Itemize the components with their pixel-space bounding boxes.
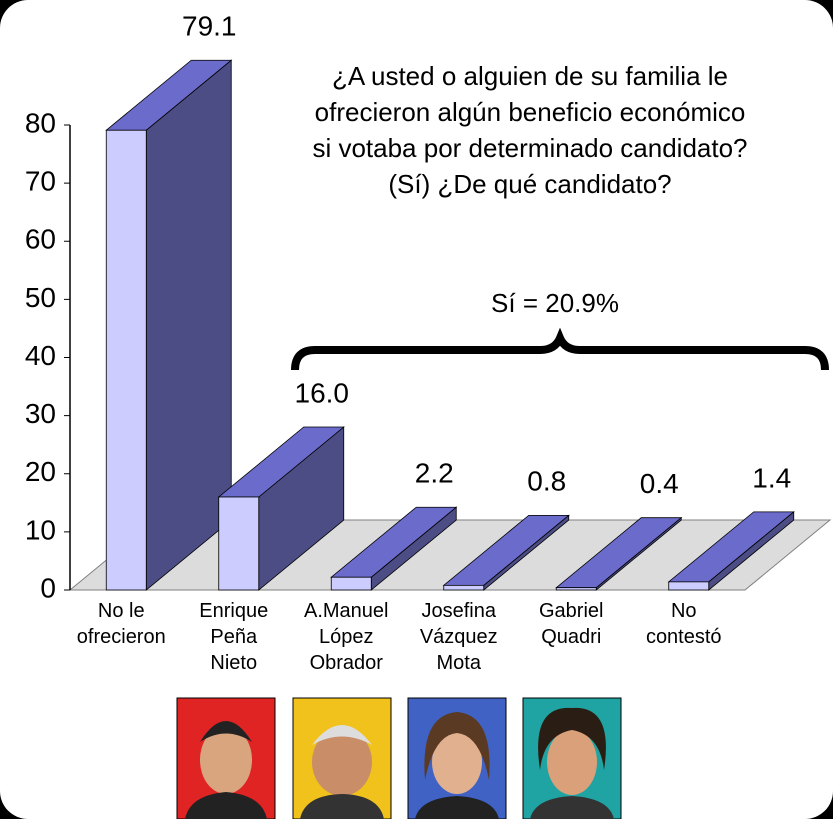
y-tick-label: 60 bbox=[25, 224, 56, 255]
value-label: 2.2 bbox=[415, 458, 454, 489]
value-label: 0.8 bbox=[527, 466, 566, 497]
bar-front bbox=[331, 577, 371, 590]
y-tick-label: 40 bbox=[25, 340, 56, 371]
bar-front bbox=[556, 588, 596, 590]
value-label: 79.1 bbox=[182, 11, 237, 42]
y-tick-label: 80 bbox=[25, 107, 56, 138]
photo-face bbox=[547, 729, 597, 795]
y-tick-label: 30 bbox=[25, 398, 56, 429]
value-label: 0.4 bbox=[640, 468, 679, 499]
y-tick-label: 10 bbox=[25, 514, 56, 545]
y-tick-label: 0 bbox=[40, 572, 56, 603]
bar-front bbox=[219, 497, 259, 590]
bar-front bbox=[444, 585, 484, 590]
y-tick-label: 50 bbox=[25, 282, 56, 313]
y-tick-label: 70 bbox=[25, 166, 56, 197]
value-label: 16.0 bbox=[295, 377, 350, 408]
chart: ¿A usted o alguien de su familia leofrec… bbox=[0, 0, 833, 819]
y-tick-label: 20 bbox=[25, 456, 56, 487]
value-label: 1.4 bbox=[752, 462, 791, 493]
bar-front bbox=[106, 130, 146, 590]
annotation: Sí = 20.9% bbox=[491, 288, 619, 318]
bar-front bbox=[669, 582, 709, 590]
